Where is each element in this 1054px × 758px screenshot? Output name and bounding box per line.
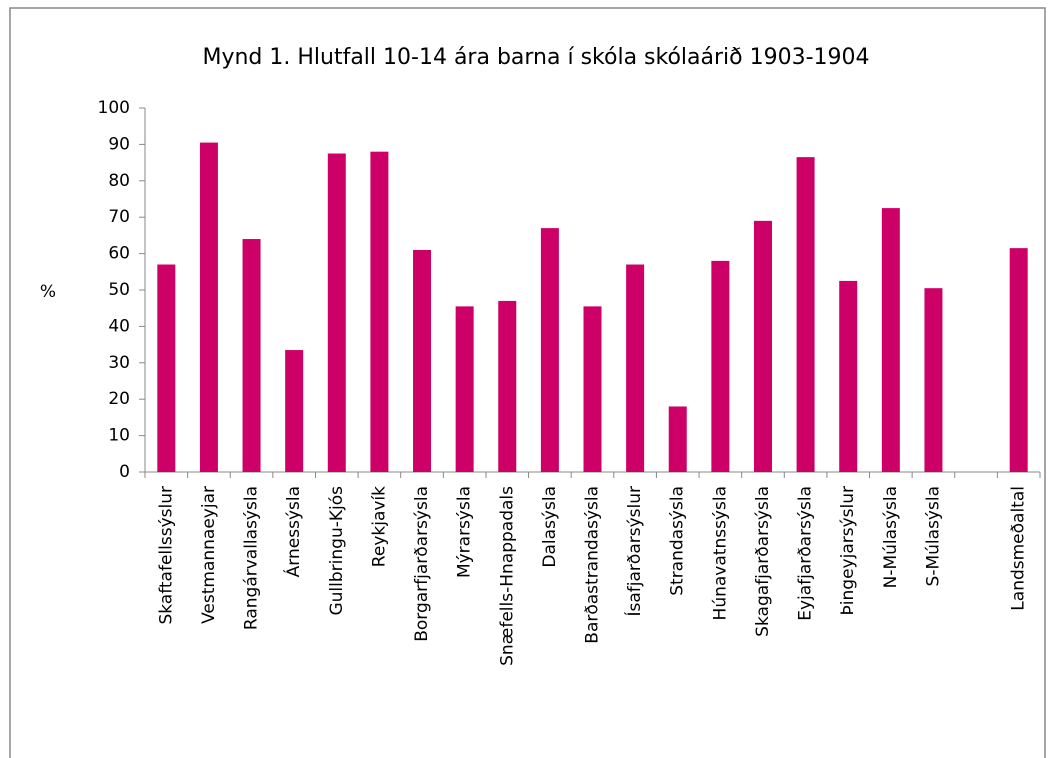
x-tick-label: Snæfells-Hnappadals [497, 486, 517, 666]
x-tick-label: N-Múlasýsla [881, 486, 901, 588]
y-tick-label: 80 [108, 171, 130, 191]
y-tick-label: 50 [108, 280, 130, 300]
y-tick-label: 0 [119, 462, 130, 482]
y-tick-label: 70 [108, 207, 130, 227]
bar [455, 306, 474, 472]
bar [668, 406, 687, 472]
bar [370, 151, 389, 472]
y-tick-label: 30 [108, 353, 130, 373]
x-tick-label: Dalasýsla [540, 486, 560, 568]
x-tick-label: Gullbringu-Kjós [327, 486, 347, 616]
bar [839, 280, 858, 472]
x-tick-label: S-Múlasýsla [923, 486, 943, 586]
x-tick-label: Landsmeðaltal [1009, 486, 1029, 611]
y-tick-label: 100 [98, 98, 130, 118]
x-tick-label: Þingeyjarsýslur [838, 486, 858, 615]
x-tick-label: Borgarfjarðarsýsla [412, 486, 432, 642]
y-tick-label: 90 [108, 134, 130, 154]
bar [285, 350, 304, 472]
x-tick-label: Eyjafjarðarsýsla [796, 486, 816, 621]
bar [199, 142, 218, 472]
bar [924, 288, 943, 472]
bar [626, 264, 645, 472]
x-tick-label: Barðastrandasýsla [583, 486, 603, 644]
x-tick-label: Mýrarsýsla [455, 486, 475, 578]
bar [242, 239, 261, 472]
y-tick-label: 40 [108, 316, 130, 336]
bar [796, 157, 815, 472]
x-tick-label: Rangárvallasýsla [242, 486, 262, 630]
y-axis-label: % [40, 282, 56, 302]
bar [413, 249, 432, 472]
bar [327, 153, 346, 472]
bar [711, 260, 730, 472]
x-tick-label: Strandasýsla [668, 486, 688, 596]
x-tick-label: Árnessýsla [282, 486, 304, 577]
x-tick-label: Reykjavík [369, 486, 389, 567]
bar [157, 264, 176, 472]
x-tick-label: Vestmannaeyjar [199, 486, 219, 624]
y-tick-label: 10 [108, 426, 130, 446]
chart-title: Mynd 1. Hlutfall 10-14 ára barna í skóla… [202, 45, 869, 70]
x-tick-label: Ísafjarðarsýslur [623, 486, 645, 616]
bar [881, 208, 900, 472]
x-tick-label: Húnavatnssýsla [710, 486, 730, 620]
y-tick-label: 20 [108, 389, 130, 409]
x-tick-label: Skaftafellssýslur [156, 486, 176, 625]
y-tick-label: 60 [108, 244, 130, 264]
bar [753, 220, 772, 472]
chart-border [9, 7, 1046, 758]
x-tick-label: Skagafjarðarsýsla [753, 486, 773, 637]
bar [583, 306, 602, 472]
bar [1009, 248, 1028, 472]
bar [498, 300, 517, 472]
bar [540, 228, 559, 472]
